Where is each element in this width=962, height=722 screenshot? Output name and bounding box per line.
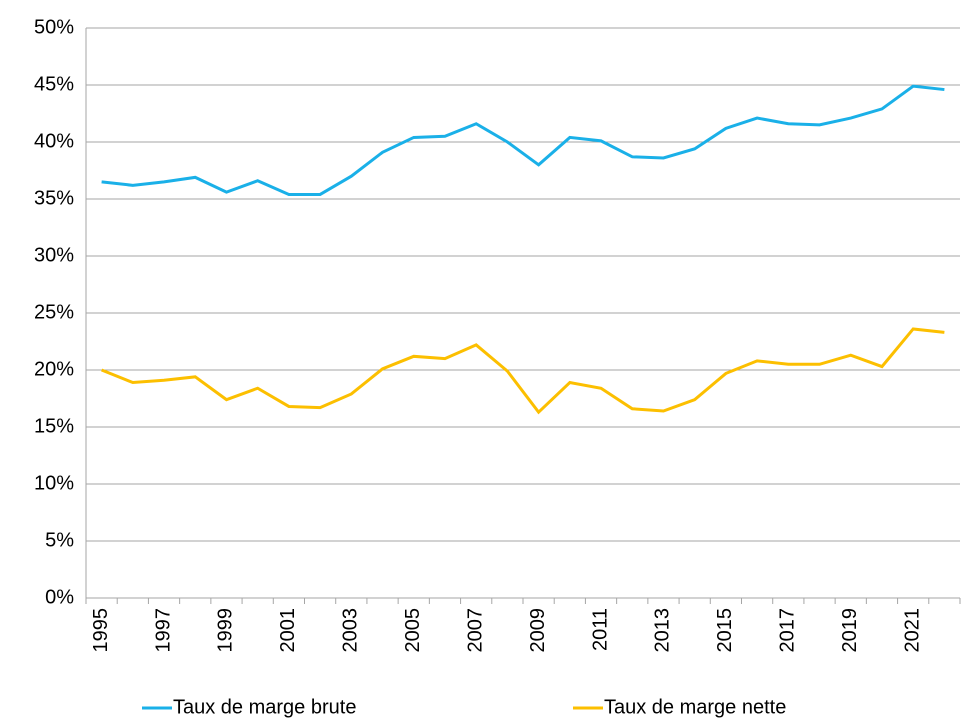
y-tick-label: 35%: [34, 187, 74, 209]
series-line: [101, 327, 945, 415]
x-tick-label: 2017: [777, 608, 799, 653]
x-tick-label: 1995: [90, 608, 112, 653]
y-tick-label: 40%: [34, 130, 74, 152]
y-tick-label: 15%: [34, 415, 74, 437]
x-tick-label: 1997: [152, 608, 174, 653]
x-tick-label: 2007: [464, 608, 486, 653]
x-tick-label: 2001: [277, 608, 299, 653]
y-tick-label: 25%: [34, 301, 74, 323]
y-tick-label: 50%: [34, 16, 74, 38]
y-tick-label: 0%: [45, 586, 74, 608]
y-tick-label: 30%: [34, 244, 74, 266]
y-tick-label: 5%: [45, 529, 74, 551]
x-tick-label: 2021: [901, 608, 923, 653]
x-tick-label: 2019: [839, 608, 861, 653]
y-tick-label: 10%: [34, 472, 74, 494]
legend-label: Taux de marge nette: [604, 696, 786, 718]
x-tick-label: 2011: [589, 608, 611, 651]
x-tick-label: 2015: [714, 608, 736, 653]
y-tick-label: 45%: [34, 73, 74, 95]
y-tick-label: 20%: [34, 358, 74, 380]
x-tick-label: 2009: [527, 608, 549, 653]
x-tick-label: 2013: [652, 608, 674, 653]
x-tick-label: 2003: [340, 608, 362, 653]
x-tick-label: 1999: [215, 608, 237, 653]
legend-label: Taux de marge brute: [173, 696, 356, 718]
series-line: [101, 84, 945, 196]
x-tick-label: 2005: [402, 608, 424, 653]
